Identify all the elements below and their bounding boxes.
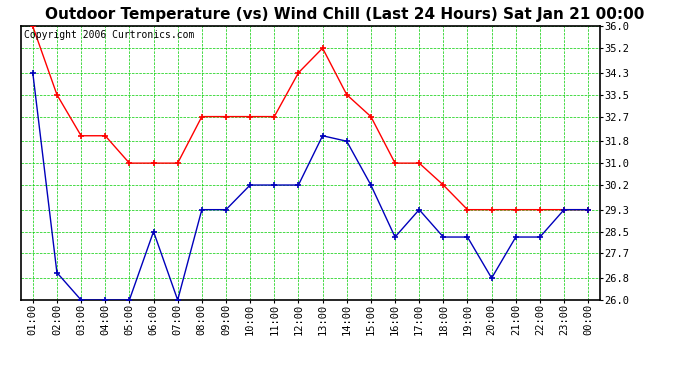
Text: Copyright 2006 Curtronics.com: Copyright 2006 Curtronics.com bbox=[23, 30, 194, 40]
Text: Outdoor Temperature (vs) Wind Chill (Last 24 Hours) Sat Jan 21 00:00: Outdoor Temperature (vs) Wind Chill (Las… bbox=[46, 8, 644, 22]
